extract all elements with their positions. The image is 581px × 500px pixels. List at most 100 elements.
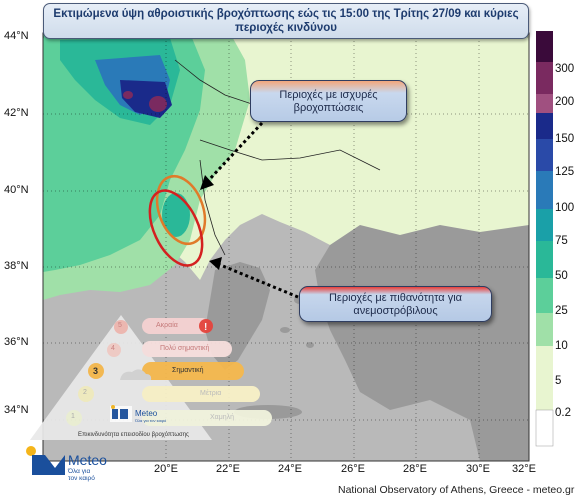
arrow-heavy-rain — [205, 121, 264, 184]
risk-area-orange — [155, 175, 207, 245]
colorbar-bin — [536, 113, 553, 139]
pyramid-band-1 — [142, 410, 272, 426]
lon-label: 24°E — [278, 463, 302, 475]
pyramid-logo-icon — [120, 409, 128, 419]
lon-label: 32°E — [512, 463, 536, 475]
colorbar-label: 10 — [555, 340, 568, 352]
colorbar-label: 25 — [555, 305, 568, 317]
lat-label: 42°N — [4, 107, 29, 119]
level-4-marker — [107, 343, 121, 357]
colorbar-label: 50 — [555, 270, 568, 282]
callout-heavy-rain-line2: βροχοπτώσεις — [293, 102, 364, 114]
logo-name: Meteo — [68, 452, 107, 468]
pyramid-caption: Επικινδυνότητα επεισοδίου βροχόπτωσης — [78, 432, 189, 438]
lon-label: 22°E — [216, 463, 240, 475]
rain-peak-200 — [123, 91, 133, 99]
colorbar — [535, 31, 554, 447]
border-line — [199, 139, 381, 171]
pyramid-band-4 — [142, 341, 232, 357]
colorbar-bin — [536, 171, 553, 209]
logo-m-left — [32, 455, 45, 475]
callout-tornado-line2: ανεμοστρόβιλους — [353, 305, 438, 317]
level-2-marker — [78, 386, 94, 402]
pyramid-logo-sub: Όλα για τον καιρό — [135, 418, 167, 423]
rain-peak-200 — [149, 96, 167, 112]
colorbar-label: 75 — [555, 235, 568, 247]
pyramid-level-num: 2 — [83, 389, 87, 396]
colorbar-label: 5 — [555, 375, 562, 387]
colorbar-bin — [536, 62, 553, 94]
pyramid-logo-text: Meteo — [135, 409, 158, 418]
map-title: Εκτιμώμενα ύψη αθροιστικής βροχόπτωσης ε… — [43, 3, 529, 39]
title-line-1: Εκτιμώμενα ύψη αθροιστικής βροχόπτωσης ε… — [53, 8, 519, 20]
pyramid-level-num: 3 — [93, 366, 99, 376]
logo-sub-line2: τον καιρό — [68, 475, 95, 482]
callout-heavy-rain-line1: Περιοχές με ισχυρές — [279, 89, 378, 101]
logo-m-right — [45, 455, 65, 475]
colorbar-bin — [536, 278, 553, 313]
colorbar-label: 0.2 — [555, 407, 571, 419]
pyramid-band-3 — [142, 362, 244, 380]
lat-label: 36°N — [4, 336, 29, 348]
island — [306, 342, 314, 348]
land-turkey — [315, 225, 529, 461]
arrow-head — [209, 257, 222, 270]
rain-cloud-icon — [120, 369, 152, 380]
island — [280, 327, 290, 333]
pyramid-logo-icon — [112, 409, 118, 419]
pyramid-level-num: 5 — [118, 322, 122, 329]
pyramid-level-label: Σημαντική — [172, 367, 204, 374]
colorbar-label: 150 — [555, 133, 575, 145]
risk-area-red — [148, 189, 204, 267]
colorbar-bin — [536, 31, 553, 62]
level-5-marker — [114, 320, 128, 334]
pyramid-level-num: 1 — [71, 413, 75, 420]
svg-text:!: ! — [204, 322, 207, 333]
credit-text: National Observatory of Athens, Greece -… — [338, 484, 575, 496]
colorbar-bin — [536, 139, 553, 171]
colorbar-bin — [536, 94, 553, 113]
logo-subtitle: Όλα για τον καιρό — [68, 468, 95, 482]
lon-label: 20°E — [154, 463, 178, 475]
level-3-marker — [88, 363, 104, 379]
logo-sub-line1: Όλα για — [68, 468, 91, 475]
pyramid-level-label: Πολύ σημαντική — [160, 345, 210, 352]
colorbar-label: 100 — [555, 202, 575, 214]
lat-label: 44°N — [4, 30, 29, 42]
pyramid-level-label: Χαμηλή — [210, 414, 235, 421]
lat-label: 34°N — [4, 404, 29, 416]
border-line — [199, 159, 226, 256]
pyramid-logo-sun — [111, 405, 115, 409]
colorbar-label: 200 — [555, 96, 575, 108]
level-1-marker — [66, 410, 82, 426]
colorbar-bin — [536, 313, 553, 346]
warning-icon — [199, 319, 213, 333]
pyramid-band-5 — [142, 318, 210, 334]
arrow-tornado — [217, 262, 299, 299]
colorbar-bin — [536, 241, 553, 278]
lat-label: 40°N — [4, 184, 29, 196]
meteo-logo — [26, 446, 65, 475]
callout-tornado: Περιοχές με πιθανότητα για ανεμοστρόβιλο… — [299, 286, 492, 322]
pyramid-level-label: Ακραία — [156, 322, 178, 329]
lon-label: 26°E — [341, 463, 365, 475]
lat-label: 38°N — [4, 260, 29, 272]
colorbar-bin — [535, 409, 554, 447]
callout-tornado-line1: Περιοχές με πιθανότητα για — [328, 292, 463, 304]
title-line-2: περιοχές κινδύνου — [235, 22, 337, 34]
lon-label: 28°E — [403, 463, 427, 475]
logo-sun-icon — [26, 446, 36, 456]
hazard-pyramid: ! — [30, 315, 272, 440]
colorbar-bin — [536, 209, 553, 241]
arrow-head — [200, 175, 214, 190]
pyramid-level-num: 4 — [111, 345, 115, 352]
lon-label: 30°E — [466, 463, 490, 475]
border-line — [174, 59, 256, 106]
colorbar-label: 300 — [555, 63, 575, 75]
callout-heavy-rain: Περιοχές με ισχυρές βροχοπτώσεις — [250, 80, 407, 122]
colorbar-bin — [536, 346, 553, 410]
pyramid-level-label: Μέτρια — [200, 390, 222, 397]
pyramid-band-2 — [142, 386, 260, 402]
rain-zone-epirus — [162, 193, 190, 237]
